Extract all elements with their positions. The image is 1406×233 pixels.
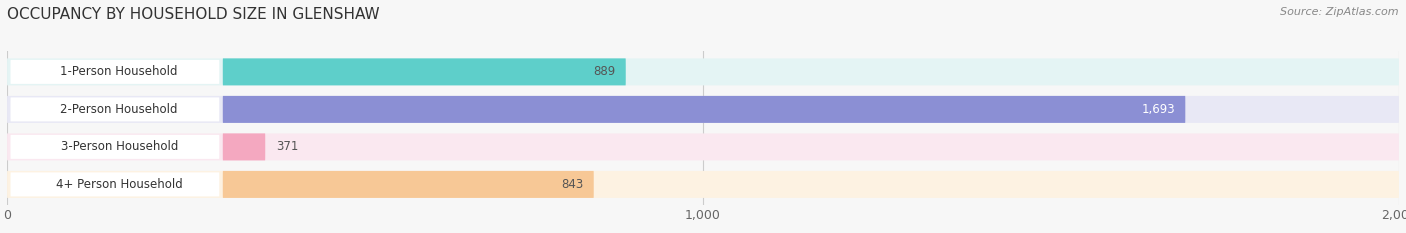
FancyBboxPatch shape <box>7 58 1399 85</box>
Text: 371: 371 <box>276 140 298 153</box>
FancyBboxPatch shape <box>222 58 626 85</box>
FancyBboxPatch shape <box>222 134 266 160</box>
Text: 889: 889 <box>593 65 616 78</box>
FancyBboxPatch shape <box>7 96 1399 123</box>
FancyBboxPatch shape <box>10 135 219 159</box>
Text: 1,693: 1,693 <box>1142 103 1175 116</box>
FancyBboxPatch shape <box>10 97 219 121</box>
Text: 2-Person Household: 2-Person Household <box>60 103 179 116</box>
Text: 1-Person Household: 1-Person Household <box>60 65 179 78</box>
FancyBboxPatch shape <box>222 171 593 198</box>
FancyBboxPatch shape <box>222 96 1185 123</box>
FancyBboxPatch shape <box>10 60 219 84</box>
Text: 4+ Person Household: 4+ Person Household <box>56 178 183 191</box>
FancyBboxPatch shape <box>10 172 219 196</box>
FancyBboxPatch shape <box>7 134 1399 160</box>
Text: Source: ZipAtlas.com: Source: ZipAtlas.com <box>1281 7 1399 17</box>
Text: 3-Person Household: 3-Person Household <box>60 140 179 153</box>
Text: OCCUPANCY BY HOUSEHOLD SIZE IN GLENSHAW: OCCUPANCY BY HOUSEHOLD SIZE IN GLENSHAW <box>7 7 380 22</box>
FancyBboxPatch shape <box>7 171 1399 198</box>
Text: 843: 843 <box>561 178 583 191</box>
